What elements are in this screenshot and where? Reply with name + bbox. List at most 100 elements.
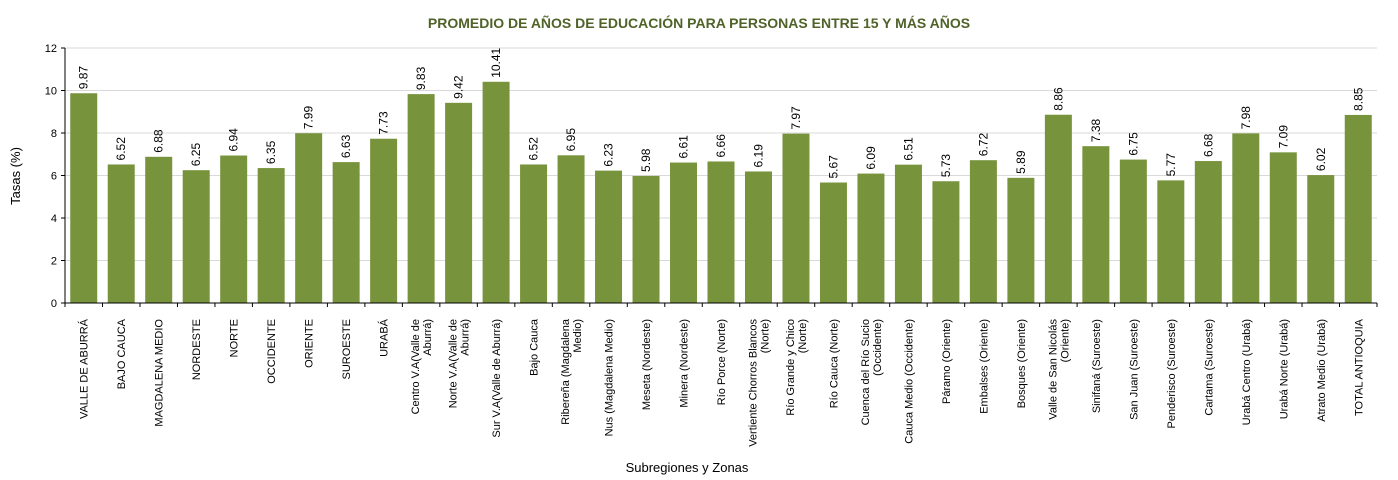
bar [1044,114,1072,303]
category-label: NORDESTE [191,319,203,380]
data-label: 6.19 [751,144,765,168]
data-label: 6.25 [189,143,203,167]
bar [220,155,248,303]
category-label-line: Cuenca del Río Sucio [860,319,872,425]
category-label-line: Meseta (Nordeste) [641,319,653,410]
bar [1119,159,1147,303]
bar [670,162,698,303]
bar [107,164,135,303]
category-label-line: Valle de San Nicolás [1047,319,1059,420]
bar [1307,175,1335,303]
data-label: 5.98 [639,148,653,172]
bar [1269,152,1297,303]
category-label: MAGDALENA MEDIO [154,319,166,427]
category-label-line: Medio) [572,319,584,353]
data-label: 8.86 [1051,87,1065,111]
y-tick-labels: 0 2 4 6 8 10 12 [45,43,57,310]
category-label: Sinifaná (Suroeste) [1091,319,1103,413]
category-label: Urabá Norte (Urabá) [1278,319,1290,419]
category-label-line: (Occidente) [872,319,884,376]
bar [482,81,510,303]
data-label: 5.77 [1164,153,1178,177]
data-label: 7.73 [377,111,391,135]
data-label: 5.89 [1014,150,1028,174]
y-axis-label: Tasas (%) [8,147,23,205]
category-label: Ribereña (Magdalena Medio) [560,318,584,425]
data-label: 6.68 [1201,133,1215,157]
category-label-line: TOTAL ANTIOQUIA [1353,318,1365,416]
bar [182,170,210,303]
bar [1344,114,1372,303]
category-label: VALLE DE ABURRÁ [78,318,91,419]
category-label: Sur V.A(Valle de Aburrá) [491,319,503,438]
category-label-line: Río Porce (Norte) [716,319,728,405]
category-label: ORIENTE [304,319,316,368]
data-label: 6.88 [152,129,166,153]
category-label: Embalses (Oriente) [978,319,990,414]
data-label: 10.41 [489,47,503,77]
category-label-line: URABÁ [378,318,391,357]
bar [370,138,398,303]
y-tick-label: 6 [51,171,57,183]
bar [782,133,810,303]
category-label: San Juan (Suroeste) [1128,319,1140,420]
category-label-line: Urabá Centro (Urabá) [1241,319,1253,425]
category-label-line: Bajo Cauca [529,318,541,376]
category-label: Norte V.A(Valle de Aburrá) [448,319,472,408]
data-label: 6.09 [864,146,878,170]
category-label: SUROESTE [341,319,353,380]
bar [595,170,623,303]
category-label-line: BAJO CAUCA [116,318,128,389]
data-label: 6.94 [227,128,241,152]
category-label: Río Porce (Norte) [716,319,728,405]
bar [295,133,323,303]
data-label: 9.87 [77,66,91,90]
data-label: 6.61 [677,135,691,159]
category-label: Vertiente Chorros Blancos (Norte) [747,319,771,447]
axes [61,47,1378,307]
category-label: NORTE [229,319,241,357]
data-label: 5.67 [826,155,840,179]
category-label-line: Nus (Magdalena Medio) [604,319,616,436]
category-label-line: ORIENTE [304,319,316,368]
y-tick-label: 2 [51,256,57,268]
category-label: Valle de San Nicolás (Oriente) [1047,319,1071,420]
category-label: Atrato Medio (Urabá) [1316,319,1328,422]
bar [857,173,885,303]
data-label: 6.75 [1126,132,1140,156]
y-tick-label: 8 [51,128,57,140]
bar [819,182,847,303]
category-label: Nus (Magdalena Medio) [604,319,616,436]
category-label: Río Grande y Chico (Norte) [785,319,809,416]
y-tick-label: 4 [51,213,57,225]
x-axis-label: Subregiones y Zonas [626,460,749,475]
category-label-line: Norte V.A(Valle de [448,319,460,408]
category-label-line: Bosques (Oriente) [1016,319,1028,408]
y-tick-label: 0 [51,298,57,310]
category-label-line: NORTE [229,319,241,357]
category-label-line: Centro V.A(Valle de [410,319,422,414]
bar [1194,161,1222,303]
category-label: Cauca Medio (Occidente) [903,319,915,444]
bar [894,164,922,303]
data-label: 6.23 [602,143,616,167]
category-label-line: Cartama (Suroeste) [1203,319,1215,416]
data-label: 7.38 [1089,118,1103,142]
category-label: OCCIDENTE [266,319,278,384]
category-label: Bosques (Oriente) [1016,319,1028,408]
category-label-line: OCCIDENTE [266,319,278,384]
category-label: BAJO CAUCA [116,318,128,389]
category-label-line: Río Grande y Chico [785,319,797,416]
category-label-line: Aburrá) [460,319,472,356]
category-label: Penderisco (Suroeste) [1166,319,1178,428]
category-label-line: Páramo (Oriente) [941,319,953,404]
data-label: 6.52 [527,137,541,161]
data-label: 5.73 [939,154,953,178]
category-label: Centro V.A(Valle de Aburrá) [410,319,434,414]
bars [70,81,1372,303]
category-label-line: Aburrá) [422,319,434,356]
category-label: Cuenca del Río Sucio (Occidente) [860,319,884,425]
bar [969,160,997,303]
category-label-line: San Juan (Suroeste) [1128,319,1140,420]
